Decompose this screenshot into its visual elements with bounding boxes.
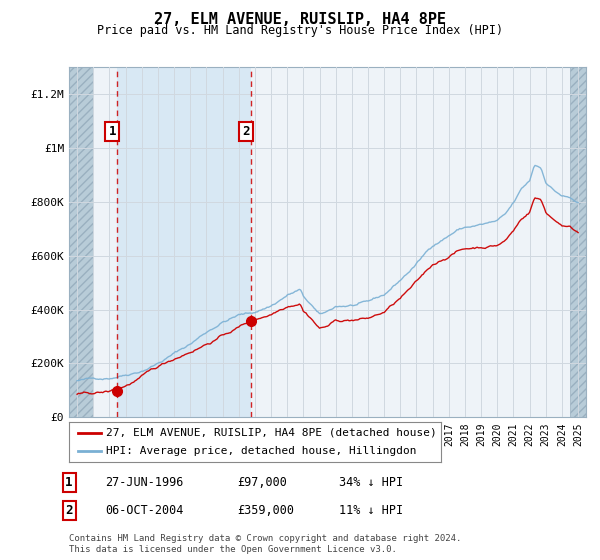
Bar (118, 67, 251, 417)
Text: Price paid vs. HM Land Registry's House Price Index (HPI): Price paid vs. HM Land Registry's House … (97, 24, 503, 36)
Text: 2: 2 (242, 125, 250, 138)
Text: 27-JUN-1996: 27-JUN-1996 (105, 476, 184, 489)
Text: £97,000: £97,000 (237, 476, 287, 489)
Text: HPI: Average price, detached house, Hillingdon: HPI: Average price, detached house, Hill… (106, 446, 416, 456)
Text: £359,000: £359,000 (237, 504, 294, 517)
Text: 2: 2 (65, 504, 73, 517)
Text: 27, ELM AVENUE, RUISLIP, HA4 8PE (detached house): 27, ELM AVENUE, RUISLIP, HA4 8PE (detach… (106, 428, 437, 437)
Bar (69, 67, 93, 417)
Text: 1: 1 (109, 125, 116, 138)
Text: 34% ↓ HPI: 34% ↓ HPI (339, 476, 403, 489)
Bar (570, 67, 586, 417)
Text: 11% ↓ HPI: 11% ↓ HPI (339, 504, 403, 517)
Text: Contains HM Land Registry data © Crown copyright and database right 2024.: Contains HM Land Registry data © Crown c… (69, 534, 461, 543)
Text: 27, ELM AVENUE, RUISLIP, HA4 8PE: 27, ELM AVENUE, RUISLIP, HA4 8PE (154, 12, 446, 27)
Text: 06-OCT-2004: 06-OCT-2004 (105, 504, 184, 517)
Text: 1: 1 (65, 476, 73, 489)
Text: This data is licensed under the Open Government Licence v3.0.: This data is licensed under the Open Gov… (69, 545, 397, 554)
